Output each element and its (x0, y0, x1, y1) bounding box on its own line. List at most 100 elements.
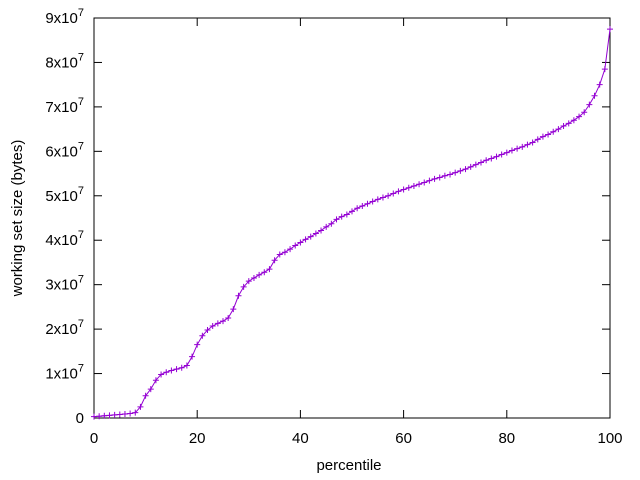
point-marker (545, 131, 552, 138)
point-marker (349, 208, 355, 215)
x-tick-label: 80 (498, 430, 515, 447)
point-marker (405, 184, 412, 191)
point-marker (276, 251, 283, 258)
y-tick-label-power: 7 (78, 318, 84, 330)
point-marker (508, 147, 515, 154)
point-marker (374, 196, 381, 203)
y-tick-label-power: 7 (78, 96, 84, 108)
y-tick-label-power: 7 (78, 7, 84, 19)
point-marker (431, 175, 438, 182)
point-marker (225, 315, 232, 321)
point-marker (447, 171, 454, 178)
x-tick-label: 20 (189, 430, 206, 447)
point-marker (168, 367, 175, 374)
x-tick-label: 100 (597, 430, 622, 447)
point-marker (137, 403, 144, 410)
point-marker (266, 266, 273, 273)
point-marker (462, 166, 469, 173)
point-marker (591, 92, 598, 99)
point-marker (601, 66, 608, 73)
y-tick-label: 4x107 (45, 229, 84, 249)
point-marker (158, 371, 165, 378)
point-marker (364, 200, 371, 207)
point-marker (142, 392, 149, 399)
point-marker (607, 26, 613, 33)
point-marker (354, 205, 361, 212)
point-marker (173, 366, 180, 373)
point-marker (235, 292, 242, 299)
x-axis-label: percentile (316, 457, 381, 474)
x-tick-label: 0 (90, 430, 98, 447)
point-marker (163, 369, 170, 376)
point-marker (586, 101, 593, 108)
point-marker (199, 332, 206, 339)
point-marker (312, 230, 319, 237)
point-marker (524, 141, 531, 148)
point-marker (256, 271, 263, 278)
point-marker (379, 194, 386, 201)
point-marker (116, 411, 123, 418)
y-tick-label-power: 7 (78, 185, 84, 197)
point-marker (483, 157, 490, 164)
point-marker (426, 177, 433, 184)
y-tick-label-base: 7x10 (45, 99, 78, 116)
y-tick-label: 2x107 (45, 318, 84, 338)
plot-frame (93, 17, 611, 419)
point-marker (302, 236, 309, 243)
point-marker (555, 126, 562, 133)
y-tick-label: 8x107 (45, 51, 84, 71)
point-marker (416, 181, 423, 188)
point-marker (441, 172, 448, 179)
point-marker (576, 113, 583, 120)
y-tick-label-base: 3x10 (45, 277, 78, 294)
y-tick-label-base: 5x10 (45, 188, 78, 205)
point-marker (436, 174, 443, 181)
y-axis-label: working set size (bytes) (9, 140, 26, 298)
y-tick-label: 9x107 (45, 7, 84, 27)
point-marker (581, 109, 588, 116)
point-marker (178, 364, 185, 371)
point-marker (493, 153, 500, 160)
point-marker (410, 183, 417, 189)
point-marker (292, 242, 299, 249)
y-tick-label: 7x107 (45, 96, 84, 116)
point-marker (261, 269, 268, 276)
point-marker (96, 413, 103, 420)
point-marker (333, 216, 340, 223)
y-tick-label: 5x107 (45, 185, 84, 205)
point-marker (240, 283, 247, 290)
y-tick-label-base: 2x10 (45, 321, 78, 338)
point-marker (183, 362, 190, 369)
point-marker (570, 117, 577, 124)
y-tick-label-power: 7 (78, 363, 84, 375)
point-marker (390, 190, 397, 197)
point-marker (281, 249, 288, 256)
point-marker (271, 257, 278, 264)
point-marker (214, 320, 221, 327)
point-marker (287, 246, 294, 253)
point-marker (421, 179, 428, 186)
point-marker (127, 410, 134, 417)
point-marker (385, 192, 392, 199)
point-marker (534, 136, 541, 143)
point-marker (220, 318, 226, 325)
y-tick-label: 0 (76, 410, 84, 427)
point-marker (343, 211, 350, 218)
point-marker (467, 163, 474, 170)
point-marker (152, 377, 159, 384)
y-tick-label-power: 7 (78, 274, 84, 286)
y-tick-label: 1x107 (45, 363, 84, 383)
point-marker (550, 128, 557, 135)
y-tick-label-base: 4x10 (45, 232, 78, 249)
y-tick-label-power: 7 (78, 229, 84, 241)
y-tick-label-base: 1x10 (45, 366, 78, 383)
point-marker (529, 139, 536, 146)
point-marker (560, 123, 567, 129)
point-marker (111, 411, 118, 418)
point-marker (297, 239, 304, 246)
point-marker (121, 411, 128, 417)
point-marker (189, 353, 196, 360)
point-marker (369, 198, 376, 205)
point-marker (498, 151, 505, 158)
